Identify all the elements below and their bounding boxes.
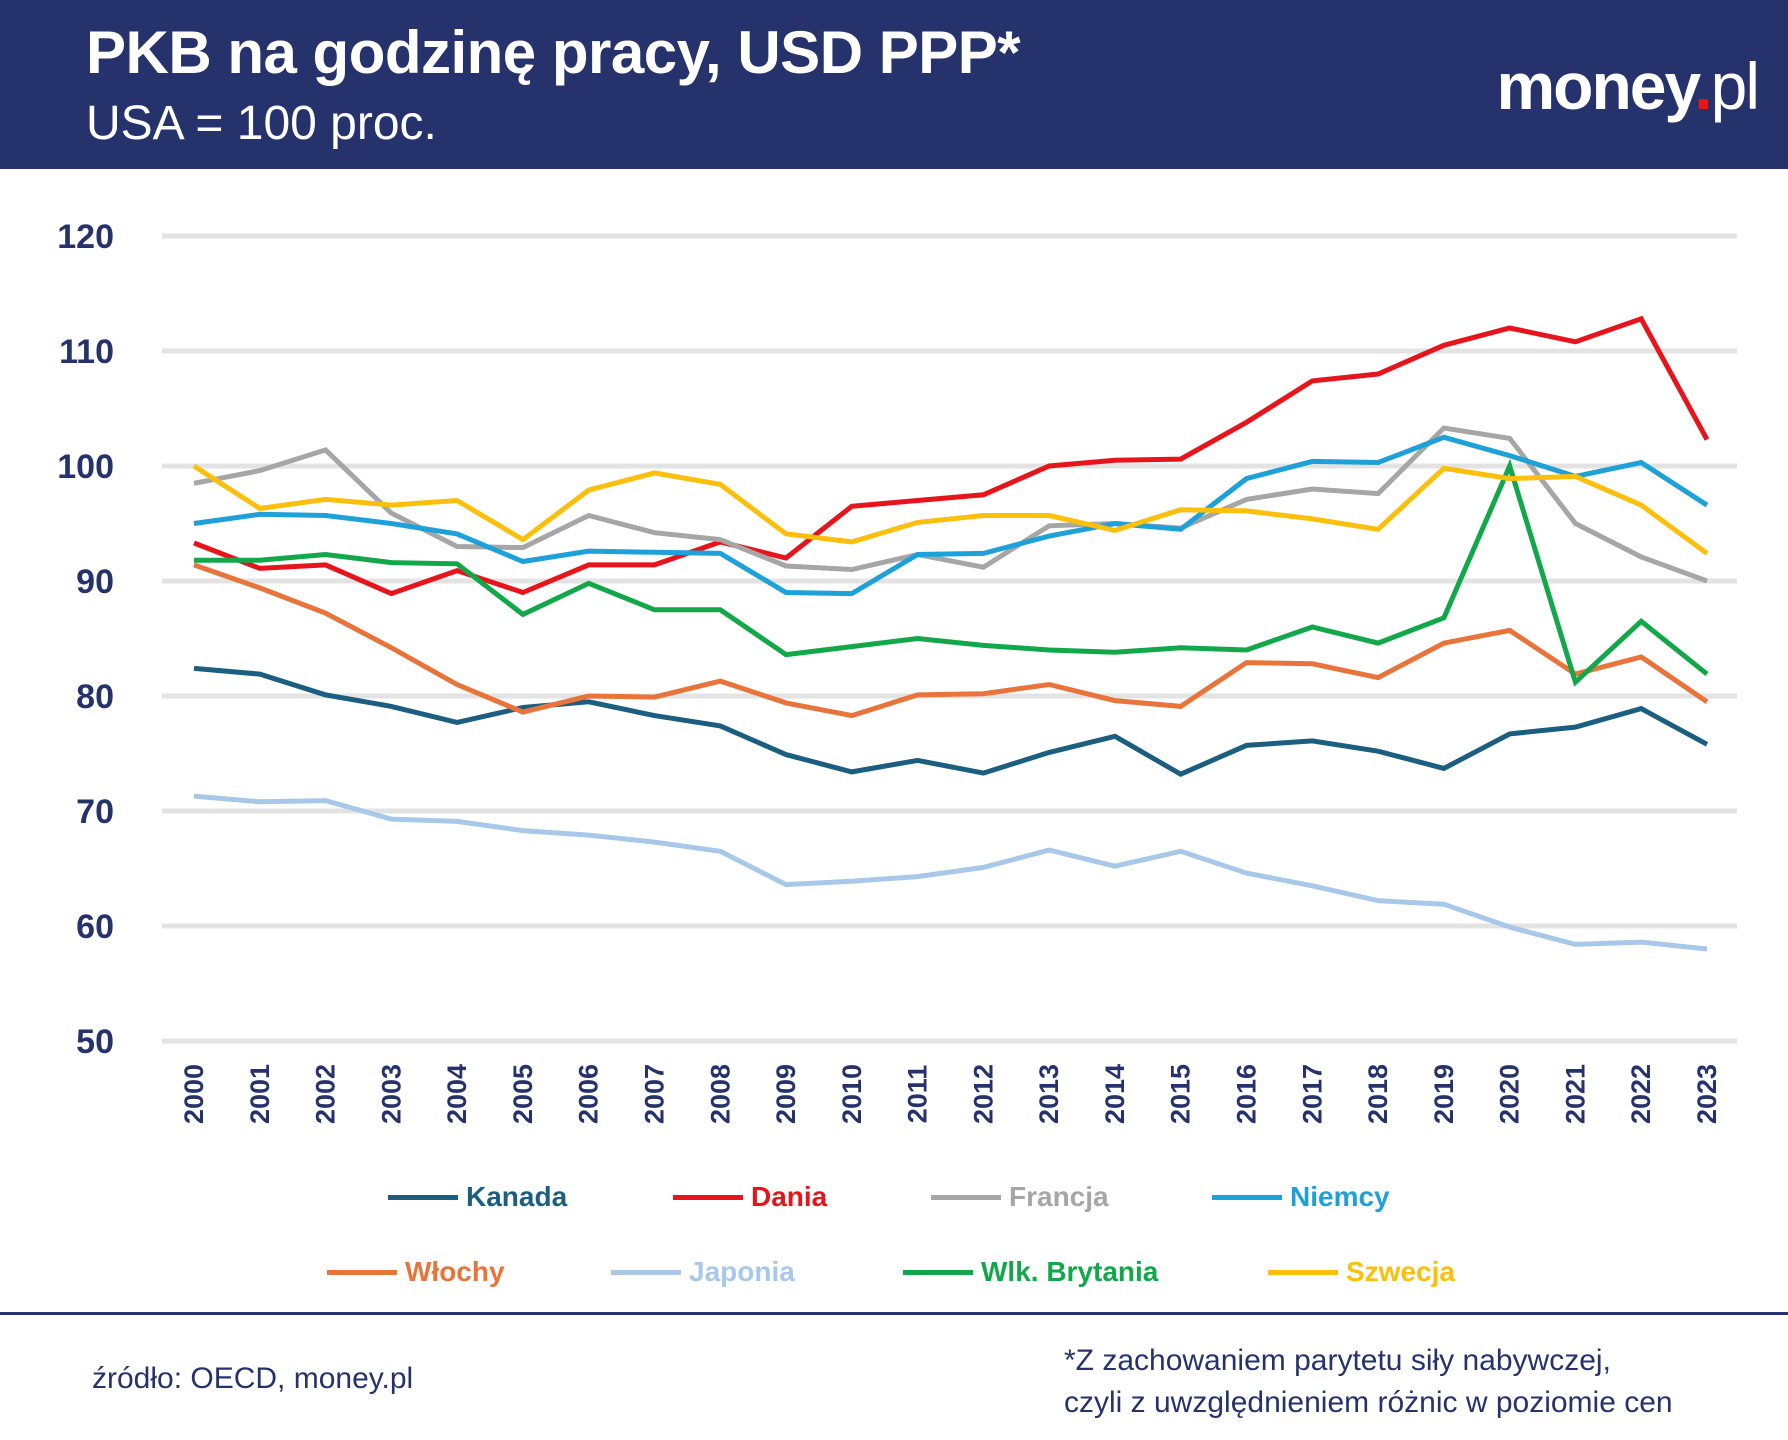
legend-item: Niemcy [1212, 1181, 1390, 1213]
footnote: *Z zachowaniem parytetu siły nabywczej, … [1064, 1340, 1673, 1424]
legend-label: Włochy [405, 1256, 505, 1287]
series-line-japonia [193, 793, 1708, 952]
footer-divider [0, 1312, 1788, 1315]
y-tick-label: 110 [59, 333, 114, 371]
legend-label: Kanada [466, 1181, 568, 1212]
y-tick-label: 50 [76, 1023, 114, 1061]
y-tick-label: 70 [76, 793, 114, 831]
money-pl-logo: money.pl [1496, 49, 1760, 123]
footnote-line-2: czyli z uwzględnieniem różnic w poziomie… [1064, 1386, 1673, 1419]
x-tick-label: 2013 [1034, 1064, 1064, 1124]
legend-swatch [931, 1194, 1001, 1200]
chart-subtitle: USA = 100 proc. [86, 97, 437, 150]
x-tick-label: 2010 [837, 1064, 867, 1124]
x-tick-label: 2000 [179, 1064, 209, 1124]
y-tick-label: 80 [76, 678, 114, 716]
legend-swatch [388, 1194, 458, 1200]
chart-title: PKB na godzinę pracy, USD PPP* [86, 19, 1021, 86]
legend-label: Szwecja [1346, 1256, 1455, 1287]
legend-swatch [327, 1269, 397, 1275]
y-tick-label: 100 [57, 448, 114, 486]
x-tick-label: 2019 [1429, 1064, 1459, 1124]
legend-swatch [673, 1194, 743, 1200]
x-tick-label: 2001 [245, 1064, 275, 1124]
legend-swatch [1212, 1194, 1282, 1200]
legend-label: Dania [751, 1181, 828, 1212]
x-tick-label: 2008 [705, 1064, 735, 1124]
series-line-dania [193, 315, 1710, 597]
series-line-francja [193, 425, 1708, 584]
x-tick-label: 2004 [442, 1064, 472, 1124]
source-text: źródło: OECD, money.pl [92, 1362, 414, 1395]
legend-item: Szwecja [1268, 1256, 1455, 1288]
footnote-line-1: *Z zachowaniem parytetu siły nabywczej, [1064, 1344, 1611, 1377]
x-tick-label: 2002 [311, 1064, 341, 1124]
x-tick-label: 2009 [771, 1064, 801, 1124]
x-tick-label: 2021 [1560, 1064, 1590, 1124]
legend-item: Wlk. Brytania [903, 1256, 1158, 1288]
x-tick-label: 2006 [574, 1064, 604, 1124]
header: PKB na godzinę pracy, USD PPP* USA = 100… [0, 0, 1788, 169]
x-tick-label: 2018 [1363, 1064, 1393, 1124]
x-tick-label: 2011 [903, 1065, 933, 1124]
legend-label: Japonia [689, 1256, 795, 1287]
legend-label: Francja [1009, 1181, 1109, 1212]
legend-swatch [903, 1269, 973, 1275]
x-tick-label: 2014 [1100, 1064, 1130, 1124]
legend-item: Dania [673, 1181, 827, 1213]
series-line-niemcy [193, 434, 1709, 597]
legend-swatch [611, 1269, 681, 1275]
x-tick-label: 2003 [376, 1064, 406, 1124]
legend-item: Włochy [327, 1256, 505, 1288]
x-tick-label: 2022 [1626, 1064, 1656, 1124]
x-tick-label: 2007 [639, 1064, 669, 1124]
series-line-wlk-brytania [194, 458, 1709, 687]
x-tick-label: 2016 [1232, 1064, 1262, 1124]
y-tick-label: 60 [76, 908, 114, 946]
y-tick-label: 90 [76, 563, 114, 601]
legend-swatch [1268, 1269, 1338, 1275]
legend-item: Francja [931, 1181, 1109, 1213]
line-chart: 50 60 70 80 90 100 110 120 2000 2001 2002 2003 2004 2… [57, 218, 1737, 1124]
legend-label: Wlk. Brytania [981, 1256, 1159, 1287]
legend-label: Niemcy [1290, 1181, 1390, 1212]
x-tick-label: 2005 [508, 1064, 538, 1124]
x-tick-label: 2020 [1495, 1064, 1525, 1124]
series-line-kanada [193, 665, 1709, 777]
series-line-szwecja [192, 463, 1709, 556]
legend-item: Kanada [388, 1181, 567, 1213]
series-line-włochy [193, 562, 1709, 719]
y-tick-label: 120 [57, 218, 114, 256]
x-tick-label: 2012 [968, 1064, 998, 1124]
x-tick-label: 2023 [1692, 1064, 1722, 1124]
x-tick-label: 2015 [1166, 1064, 1196, 1124]
x-tick-label: 2017 [1297, 1064, 1327, 1124]
legend-item: Japonia [611, 1256, 795, 1288]
